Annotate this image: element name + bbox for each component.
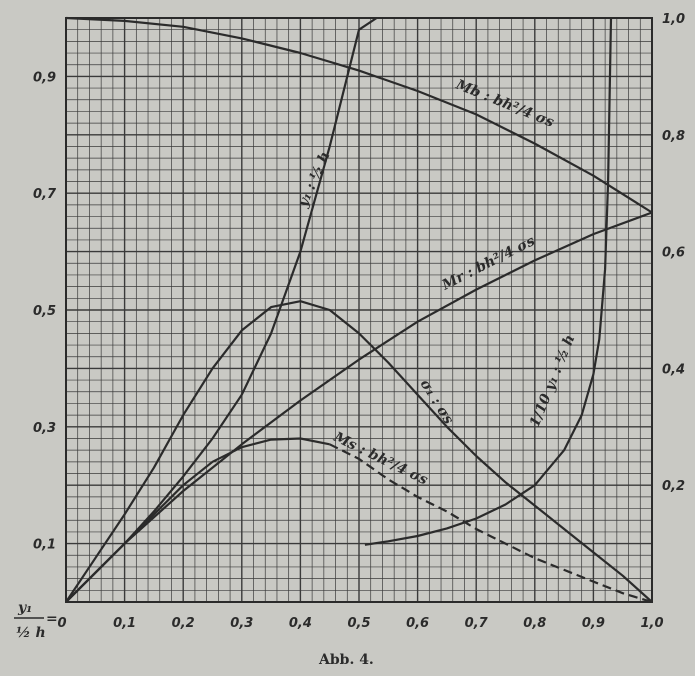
- series-Ms-line: [65, 437, 330, 603]
- x-tick-label: 0,1: [113, 616, 136, 631]
- series-Mr-line: [65, 211, 653, 603]
- x-tick-label: 1,0: [640, 616, 663, 631]
- y-left-tick-label: 0,5: [33, 304, 56, 319]
- y-axis-label-equals: =: [46, 611, 58, 627]
- series-Mb-line: [65, 16, 653, 214]
- x-tick-label: 0,3: [230, 616, 253, 631]
- series-sigma1-line: [65, 300, 653, 603]
- y-left-tick-label: 0,7: [33, 187, 57, 202]
- y-axis-label-denominator: ½ h: [16, 625, 46, 641]
- y-axis-label-numerator: y₁: [17, 600, 32, 616]
- y-right-tick-label: 0,4: [662, 362, 685, 377]
- tick-labels: 0 0,1 0,2 0,3 0,4 0,5 0,6 0,7 0,8 0,9 1,0 0,1 0,3 0,5…: [33, 12, 685, 631]
- x-tick-label: 0,4: [289, 616, 312, 631]
- plot-frame: [65, 17, 653, 603]
- x-tick-label: 0,2: [172, 616, 195, 631]
- series-group: [65, 16, 653, 604]
- y-right-tick-label: 1,0: [662, 12, 685, 27]
- y-axis-label: y₁ ½ h =: [14, 600, 58, 641]
- x-tick-label: 0,9: [582, 616, 605, 631]
- y-left-tick-label: 0,9: [33, 70, 56, 85]
- series-inv-line: [364, 17, 613, 546]
- x-tick-label: 0,7: [465, 616, 489, 631]
- y-right-tick-label: 0,6: [662, 246, 685, 261]
- figure-caption: Abb. 4.: [318, 652, 374, 668]
- y-right-tick-label: 0,2: [662, 479, 685, 494]
- y-right-tick-label: 0,8: [662, 129, 685, 144]
- x-tick-label: 0,8: [523, 616, 546, 631]
- x-tick-label: 0,5: [347, 616, 370, 631]
- series-Ms-dashed-line: [329, 443, 653, 604]
- y-left-tick-label: 0,3: [33, 421, 56, 436]
- y-left-tick-label: 0,1: [33, 538, 56, 553]
- x-tick-label: 0: [57, 616, 66, 631]
- x-tick-label: 0,6: [406, 616, 429, 631]
